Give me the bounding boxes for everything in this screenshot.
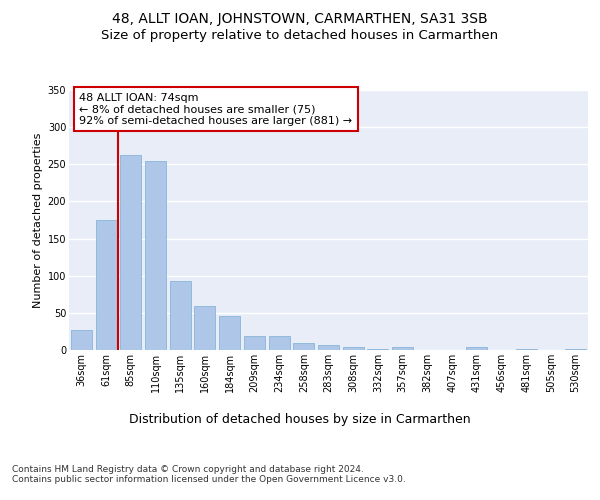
- Bar: [565, 348, 586, 350]
- Bar: [318, 345, 339, 350]
- Bar: [269, 336, 290, 350]
- Bar: [219, 316, 240, 350]
- Y-axis label: Number of detached properties: Number of detached properties: [34, 132, 43, 308]
- Bar: [293, 344, 314, 350]
- Bar: [71, 330, 92, 350]
- Bar: [392, 347, 413, 350]
- Text: Size of property relative to detached houses in Carmarthen: Size of property relative to detached ho…: [101, 29, 499, 42]
- Bar: [145, 160, 166, 350]
- Bar: [343, 347, 364, 350]
- Bar: [170, 281, 191, 350]
- Bar: [244, 336, 265, 350]
- Text: Distribution of detached houses by size in Carmarthen: Distribution of detached houses by size …: [129, 412, 471, 426]
- Bar: [95, 220, 116, 350]
- Bar: [194, 306, 215, 350]
- Text: 48 ALLT IOAN: 74sqm
← 8% of detached houses are smaller (75)
92% of semi-detache: 48 ALLT IOAN: 74sqm ← 8% of detached hou…: [79, 92, 353, 126]
- Bar: [120, 156, 141, 350]
- Bar: [466, 347, 487, 350]
- Text: 48, ALLT IOAN, JOHNSTOWN, CARMARTHEN, SA31 3SB: 48, ALLT IOAN, JOHNSTOWN, CARMARTHEN, SA…: [112, 12, 488, 26]
- Text: Contains HM Land Registry data © Crown copyright and database right 2024.
Contai: Contains HM Land Registry data © Crown c…: [12, 465, 406, 484]
